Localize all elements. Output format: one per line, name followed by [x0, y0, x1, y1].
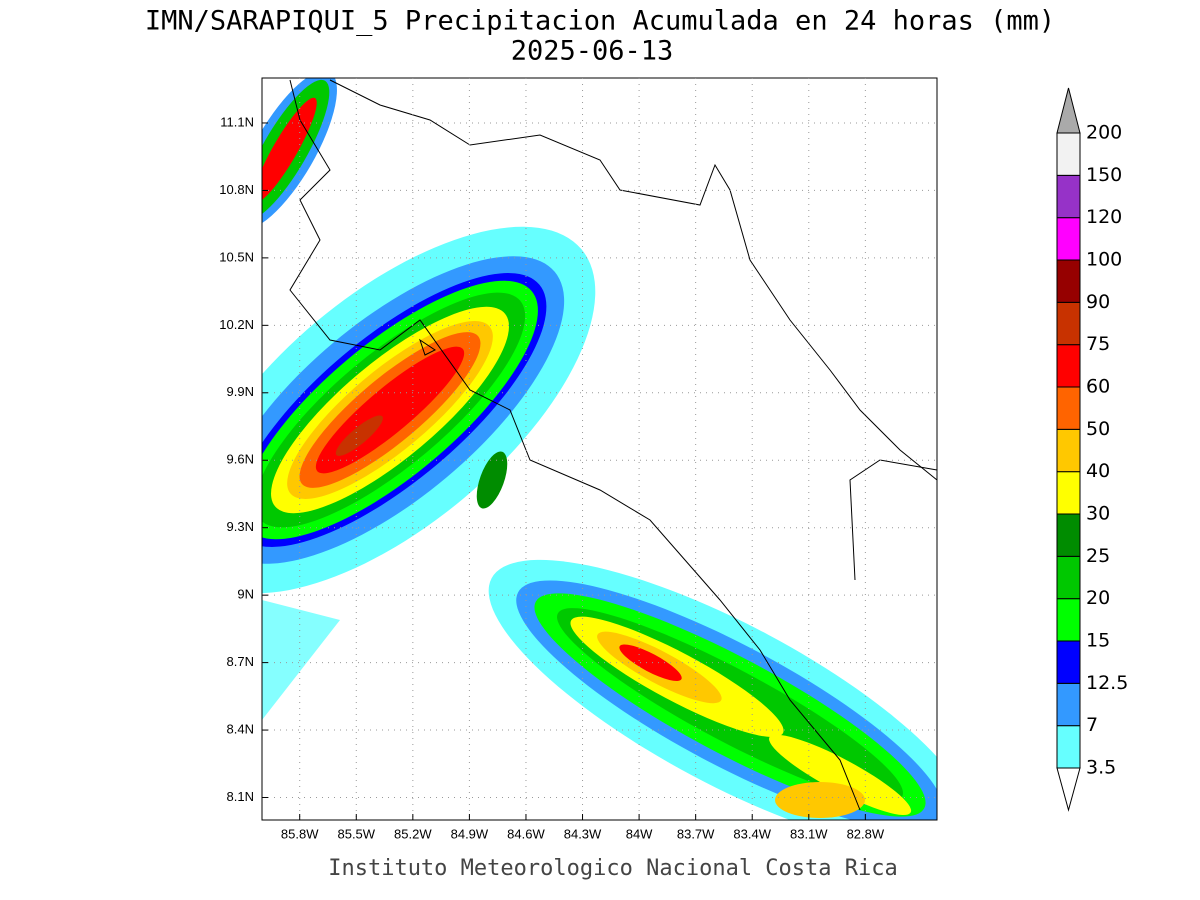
lat-tick-label: 10.5N: [219, 249, 254, 264]
colorbar-swatch: [1056, 344, 1081, 388]
colorbar-label: 90: [1086, 291, 1110, 313]
colorbar-swatch: [1056, 217, 1081, 261]
colorbar-label: 3.5: [1086, 757, 1116, 779]
colorbar-label: 40: [1086, 460, 1110, 482]
colorbar-label: 25: [1086, 545, 1110, 567]
lat-tick-label: 9N: [237, 587, 254, 602]
lat-tick-label: 8.7N: [227, 654, 254, 669]
lat-tick-label: 10.8N: [219, 182, 254, 197]
colorbar-swatch: [1056, 598, 1081, 642]
colorbar-label: 75: [1086, 333, 1110, 355]
colorbar-arrow-high: [1056, 87, 1081, 134]
colorbar-swatch: [1056, 301, 1081, 346]
lon-tick-label: 85.8W: [281, 826, 319, 841]
colorbar-label: 120: [1086, 206, 1122, 228]
colorbar-label: 12.5: [1086, 672, 1128, 694]
colorbar-label: 30: [1086, 503, 1110, 525]
lat-tick-label: 9.3N: [227, 519, 254, 534]
lon-tick-label: 83.7W: [677, 826, 715, 841]
lat-tick-label: 8.4N: [227, 721, 254, 736]
colorbar-arrow-low: [1056, 767, 1081, 812]
title: IMN/SARAPIQUI_5 Precipitacion Acumulada …: [145, 6, 1055, 37]
lat-tick-label: 9.9N: [227, 384, 254, 399]
colorbar-swatch: [1056, 132, 1081, 176]
subtitle: 2025-06-13: [511, 36, 674, 67]
colorbar-label: 7: [1086, 714, 1098, 736]
colorbar-swatch: [1056, 428, 1081, 473]
lon-tick-label: 84.3W: [564, 826, 602, 841]
lon-tick-label: 83.1W: [790, 826, 828, 841]
colorbar-swatch: [1056, 555, 1081, 600]
lat-tick-label: 10.2N: [219, 317, 254, 332]
colorbar-swatch: [1056, 386, 1081, 430]
colorbar-label: 15: [1086, 630, 1110, 652]
precip-field: [262, 78, 937, 820]
colorbar-label: 50: [1086, 418, 1110, 440]
lon-tick-label: 85.2W: [394, 826, 432, 841]
lon-tick-label: 83.4W: [733, 826, 771, 841]
colorbar-label: 20: [1086, 587, 1110, 609]
colorbar-label: 150: [1086, 164, 1122, 186]
coastline: [289, 79, 938, 811]
colorbar-swatch: [1056, 471, 1081, 515]
lon-tick-label: 82.8W: [847, 826, 885, 841]
lon-tick-label: 84.9W: [451, 826, 489, 841]
colorbar-swatch: [1056, 640, 1081, 684]
colorbar-label: 200: [1086, 122, 1122, 144]
lat-tick-label: 9.6N: [227, 452, 254, 467]
footer: Instituto Meteorologico Nacional Costa R…: [328, 856, 898, 881]
lat-tick-label: 8.1N: [227, 789, 254, 804]
lon-tick-label: 84W: [626, 826, 653, 841]
colorbar-swatch: [1056, 259, 1081, 303]
colorbar-swatch: [1056, 513, 1081, 557]
lat-tick-label: 11.1N: [220, 114, 254, 129]
colorbar-swatch: [1056, 682, 1081, 727]
lon-tick-label: 85.5W: [337, 826, 375, 841]
lon-tick-label: 84.6W: [507, 826, 545, 841]
colorbar-label: 100: [1086, 249, 1122, 271]
map-frame: [261, 77, 938, 821]
colorbar-swatch: [1056, 174, 1081, 219]
colorbar-label: 60: [1086, 376, 1110, 398]
colorbar-swatch: [1056, 725, 1081, 769]
